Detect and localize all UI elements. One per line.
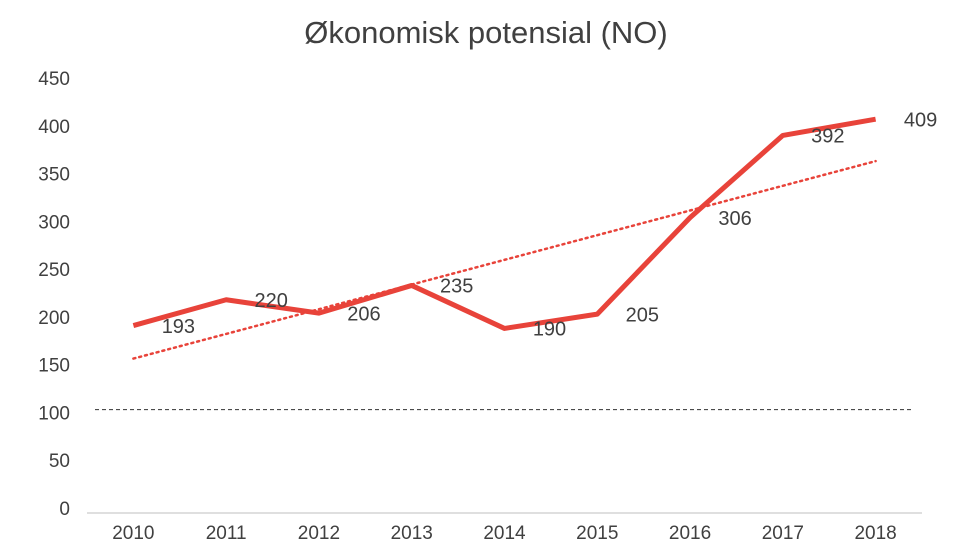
- x-tick-label: 2015: [576, 523, 618, 544]
- chart-title: Økonomisk potensial (NO): [304, 15, 668, 50]
- x-tick-label: 2017: [762, 523, 804, 544]
- x-tick-label: 2011: [206, 523, 247, 544]
- y-tick-label: 50: [49, 451, 70, 472]
- x-tick-label: 2012: [298, 523, 340, 544]
- data-label: 193: [162, 316, 195, 338]
- y-tick-label: 400: [38, 117, 70, 138]
- y-tick-label: 0: [59, 499, 70, 520]
- data-label: 190: [533, 319, 566, 341]
- data-label: 205: [626, 304, 659, 326]
- y-tick-label: 150: [38, 356, 70, 377]
- x-tick-label: 2018: [854, 523, 896, 544]
- y-tick-label: 100: [38, 403, 70, 424]
- x-tick-label: 2013: [391, 523, 433, 544]
- y-tick-label: 450: [38, 69, 70, 90]
- y-tick-label: 200: [38, 308, 70, 329]
- data-label: 235: [440, 276, 473, 298]
- trendline: [132, 159, 877, 360]
- y-tick-label: 300: [38, 212, 70, 233]
- data-label: 206: [347, 303, 380, 325]
- data-line: [132, 116, 877, 331]
- data-label: 392: [811, 126, 844, 148]
- data-label: 409: [904, 109, 937, 131]
- y-tick-label: 250: [38, 260, 70, 281]
- x-tick-label: 2014: [483, 523, 526, 544]
- data-label: 306: [718, 208, 751, 230]
- x-tick-label: 2010: [112, 523, 154, 544]
- data-label: 220: [254, 290, 287, 312]
- y-tick-label: 350: [38, 165, 70, 186]
- x-tick-label: 2016: [669, 523, 711, 544]
